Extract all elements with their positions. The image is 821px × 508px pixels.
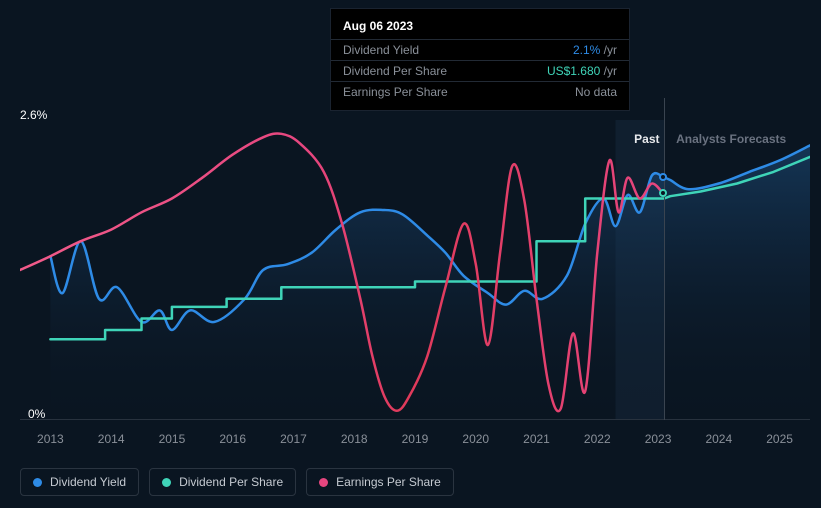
x-tick: 2017 bbox=[263, 432, 324, 446]
forecast-label: Analysts Forecasts bbox=[676, 132, 786, 146]
legend-item[interactable]: Dividend Yield bbox=[20, 468, 139, 496]
legend-item[interactable]: Dividend Per Share bbox=[149, 468, 296, 496]
tooltip-value: 2.1% /yr bbox=[573, 43, 617, 57]
marker-dividend-yield bbox=[659, 173, 667, 181]
dividend-chart: { "chart": { "type": "line", "background… bbox=[0, 0, 821, 508]
x-tick: 2021 bbox=[506, 432, 567, 446]
x-tick: 2020 bbox=[445, 432, 506, 446]
tooltip-row-eps: Earnings Per Share No data bbox=[331, 81, 629, 102]
tooltip-date: Aug 06 2023 bbox=[331, 17, 629, 39]
tooltip-row-dps: Dividend Per Share US$1.680 /yr bbox=[331, 60, 629, 81]
tooltip-value: No data bbox=[575, 85, 617, 99]
x-tick: 2019 bbox=[385, 432, 446, 446]
chart-plot[interactable] bbox=[20, 120, 810, 420]
x-tick: 2018 bbox=[324, 432, 385, 446]
legend-item[interactable]: Earnings Per Share bbox=[306, 468, 454, 496]
x-tick: 2013 bbox=[20, 432, 81, 446]
past-label: Past bbox=[634, 132, 659, 146]
x-tick: 2022 bbox=[567, 432, 628, 446]
tooltip-row-yield: Dividend Yield 2.1% /yr bbox=[331, 39, 629, 60]
legend-label: Dividend Yield bbox=[50, 475, 126, 489]
marker-dividend-per-share bbox=[659, 189, 667, 197]
chart-legend: Dividend Yield Dividend Per Share Earnings… bbox=[20, 468, 454, 496]
x-tick: 2025 bbox=[749, 432, 810, 446]
legend-label: Earnings Per Share bbox=[336, 475, 441, 489]
legend-label: Dividend Per Share bbox=[179, 475, 283, 489]
legend-dot-icon bbox=[319, 478, 328, 487]
x-tick: 2014 bbox=[81, 432, 142, 446]
x-axis: 2013201420152016201720182019202020212022… bbox=[20, 432, 810, 446]
tooltip-value: US$1.680 /yr bbox=[547, 64, 617, 78]
legend-dot-icon bbox=[33, 478, 42, 487]
tooltip-crosshair bbox=[664, 98, 665, 420]
x-tick: 2015 bbox=[142, 432, 203, 446]
x-tick: 2024 bbox=[688, 432, 749, 446]
x-tick: 2016 bbox=[202, 432, 263, 446]
chart-tooltip: Aug 06 2023 Dividend Yield 2.1% /yr Divi… bbox=[330, 8, 630, 111]
tooltip-key: Dividend Yield bbox=[343, 43, 419, 57]
legend-dot-icon bbox=[162, 478, 171, 487]
tooltip-key: Dividend Per Share bbox=[343, 64, 447, 78]
x-tick: 2023 bbox=[628, 432, 689, 446]
tooltip-key: Earnings Per Share bbox=[343, 85, 448, 99]
